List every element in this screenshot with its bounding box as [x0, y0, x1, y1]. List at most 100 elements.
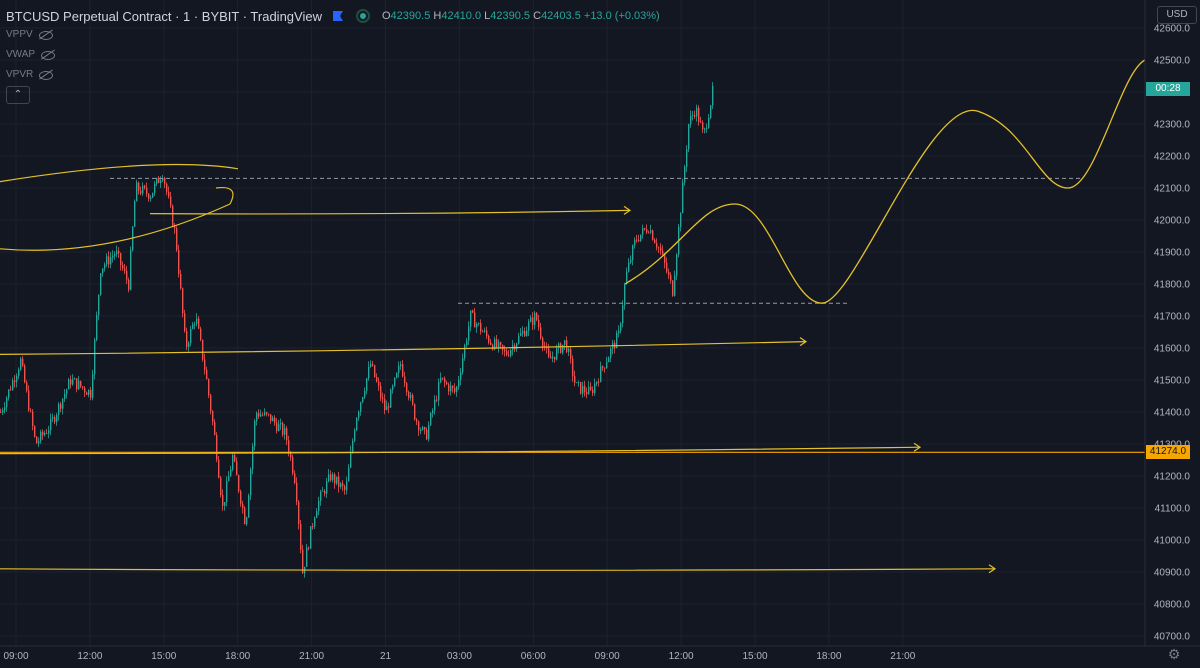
candle-body	[606, 362, 608, 368]
candle-body	[70, 379, 72, 385]
candle-body	[60, 403, 62, 409]
price-tick-label: 41000.0	[1154, 536, 1191, 547]
candle-body	[414, 404, 416, 420]
candle-body	[170, 196, 172, 206]
candle-body	[330, 474, 332, 481]
candle-body	[428, 425, 430, 440]
candle-body	[38, 441, 40, 444]
candle-body	[668, 271, 670, 276]
candle-body	[418, 421, 420, 431]
level-price-label: 41274.0	[1146, 445, 1190, 459]
candle-body	[182, 288, 184, 314]
currency-select[interactable]: USD	[1157, 6, 1197, 24]
candle-body	[476, 324, 478, 328]
eye-off-icon[interactable]	[38, 30, 53, 40]
candle-body	[452, 385, 454, 388]
candle-body	[378, 381, 380, 386]
candle-body	[98, 294, 100, 316]
candle-body	[394, 377, 396, 386]
close-key: C	[533, 10, 542, 22]
candle-body	[478, 322, 480, 325]
candle-body	[144, 185, 146, 188]
candle-body	[460, 372, 462, 381]
candle-body	[390, 389, 392, 408]
candle-body	[104, 264, 106, 269]
candle-body	[530, 317, 532, 322]
candle-body	[554, 356, 556, 360]
collapse-indicators-button[interactable]: ⌃	[6, 86, 30, 104]
loop-curve	[215, 186, 234, 205]
candle-body	[692, 115, 694, 116]
candle-body	[510, 349, 512, 356]
candle-body	[694, 115, 696, 117]
symbol-title[interactable]: BTCUSD Perpetual Contract · 1 · BYBIT · …	[6, 8, 322, 24]
time-tick-label: 15:00	[151, 651, 176, 662]
price-tick-label: 42000.0	[1154, 216, 1191, 227]
candle-body	[548, 348, 550, 357]
candle-body	[344, 486, 346, 491]
candle-body	[436, 399, 438, 401]
candle-body	[532, 317, 534, 325]
time-tick-label: 06:00	[521, 651, 546, 662]
candle-body	[52, 417, 54, 419]
candle-body	[568, 348, 570, 352]
candle-body	[262, 414, 264, 416]
candle-body	[680, 213, 682, 227]
ohlc-values: O42390.5 H42410.0 L42390.5 C42403.5 +13.…	[382, 10, 660, 22]
price-tick-label: 42600.0	[1154, 24, 1191, 35]
drawings[interactable]	[0, 59, 1146, 574]
candle-body	[28, 390, 30, 411]
flag-icon[interactable]	[332, 10, 344, 22]
candle-body	[632, 245, 634, 260]
candle-body	[240, 491, 242, 504]
price-tick-label: 42100.0	[1154, 184, 1191, 195]
price-tick-label: 40900.0	[1154, 568, 1191, 579]
price-tick-label: 41600.0	[1154, 344, 1191, 355]
candle-body	[76, 378, 78, 390]
eye-off-icon[interactable]	[39, 70, 54, 80]
candle-body	[506, 351, 508, 356]
candle-body	[468, 326, 470, 341]
candle-body	[582, 385, 584, 394]
candle-body	[602, 366, 604, 368]
candle-body	[134, 201, 136, 227]
candle-body	[86, 392, 88, 395]
candle-body	[258, 412, 260, 417]
indicator-vppv[interactable]: VPPV	[6, 29, 53, 40]
eye-off-icon[interactable]	[41, 50, 56, 60]
horizontal-levels[interactable]	[0, 177, 1145, 453]
candle-body	[486, 330, 488, 336]
candle-body	[180, 273, 182, 289]
candle-body	[440, 377, 442, 383]
candle-body	[626, 271, 628, 285]
candle-body	[178, 250, 180, 274]
candle-body	[26, 382, 28, 391]
candle-body	[320, 491, 322, 501]
candle-body	[430, 413, 432, 426]
candle-body	[618, 330, 620, 333]
gear-icon[interactable]: ⚙	[1167, 646, 1181, 662]
indicator-vwap[interactable]: VWAP	[6, 49, 56, 60]
time-axis[interactable]: 09:00 12:00 15:00 18:00 21:00 21 03:00 06:00 09:…	[3, 651, 915, 662]
price-axis[interactable]: 42600.042500.042400.042300.042200.042100…	[1154, 24, 1191, 643]
indicator-vpvr[interactable]: VPVR	[6, 69, 54, 80]
candle-body	[92, 374, 94, 398]
trend-arrow	[149, 209, 631, 215]
candle-body	[252, 446, 254, 470]
time-tick-label: 09:00	[595, 651, 620, 662]
candle-body	[58, 403, 60, 416]
candle-body	[664, 254, 666, 263]
candle-body	[368, 366, 370, 379]
candle-body	[84, 387, 86, 393]
candle-body	[562, 344, 564, 353]
price-tick-label: 41200.0	[1154, 472, 1191, 483]
candle-body	[362, 397, 364, 403]
candle-body	[146, 187, 148, 194]
candle-body	[188, 343, 190, 347]
price-tick-label: 41900.0	[1154, 248, 1191, 259]
candle-body	[12, 380, 14, 390]
candle-body	[334, 474, 336, 484]
candle-body	[308, 547, 310, 549]
candle-body	[204, 359, 206, 370]
